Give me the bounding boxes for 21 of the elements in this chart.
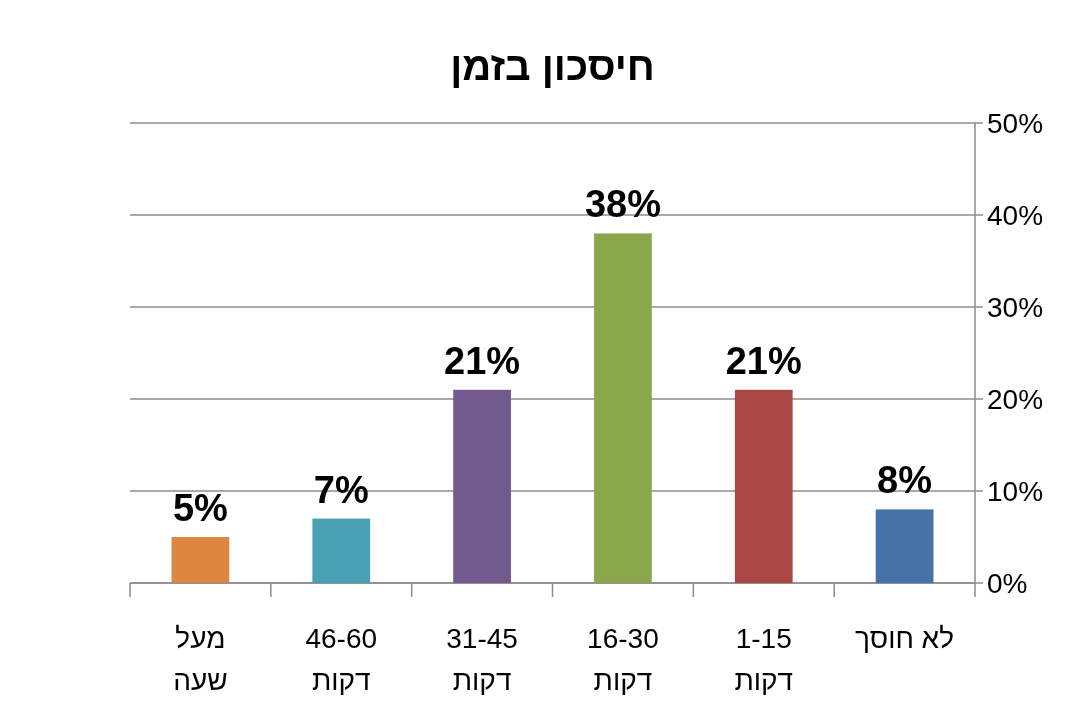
data-label: 21%: [725, 339, 802, 382]
bar: [875, 509, 934, 583]
data-label: 5%: [172, 487, 228, 529]
data-label: 7%: [313, 468, 369, 511]
bar: [312, 518, 371, 583]
x-tick-label: לא חוסך: [855, 623, 955, 654]
y-tick-label: 20%: [987, 384, 1044, 415]
y-tick-label: 0%: [987, 568, 1028, 599]
bar: [734, 389, 793, 583]
y-tick-label: 30%: [987, 292, 1044, 323]
y-tick-label: 50%: [987, 108, 1044, 139]
data-label: 8%: [877, 459, 933, 502]
data-label: 21%: [444, 339, 521, 382]
bar: [171, 537, 230, 583]
chart-title: חיסכון בזמן: [450, 44, 655, 88]
bar: [594, 233, 652, 583]
y-tick-label: 40%: [987, 200, 1044, 231]
bar: [453, 389, 511, 583]
data-label: 38%: [584, 183, 661, 226]
y-tick-label: 10%: [987, 476, 1044, 507]
x-tick-label: מעל שעה: [173, 623, 228, 696]
